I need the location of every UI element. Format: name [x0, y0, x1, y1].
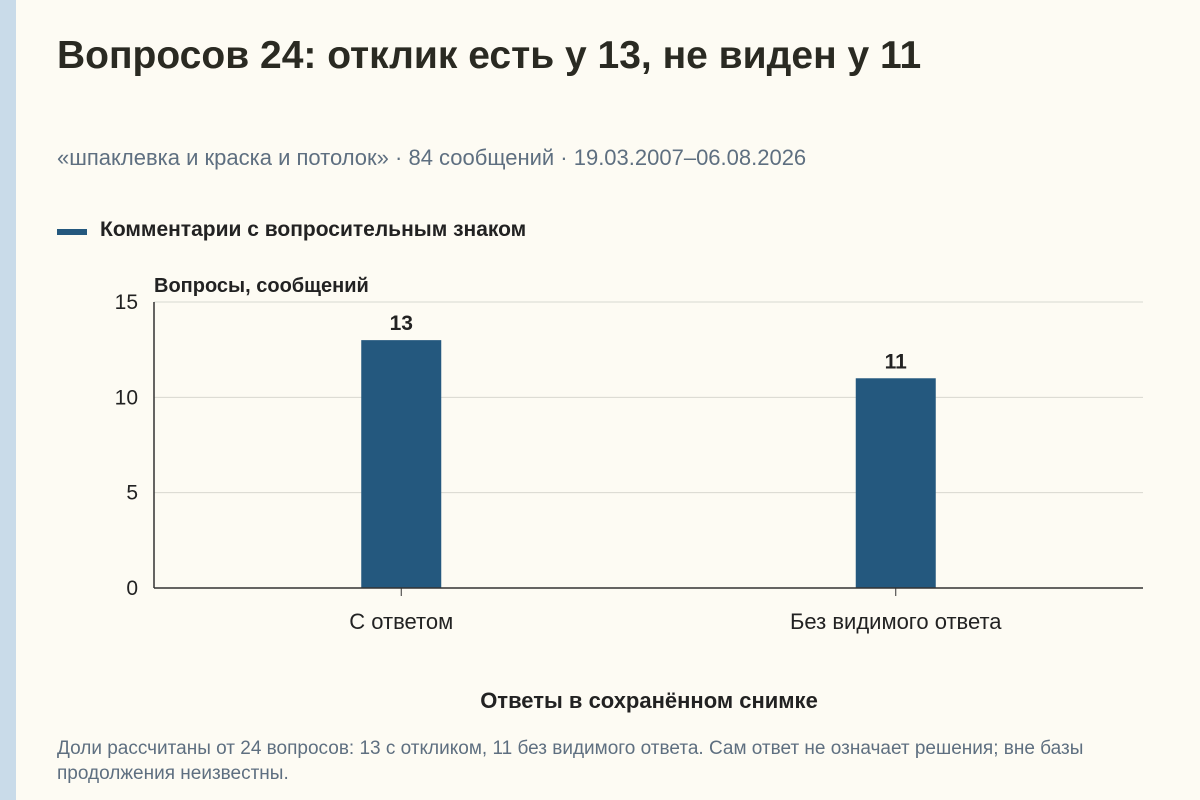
x-tick-label: Без видимого ответа [790, 609, 1002, 634]
grid-layer [154, 301, 1143, 494]
chart-title: Вопросов 24: отклик есть у 13, не виден … [57, 34, 922, 77]
y-tick-label: 10 [115, 386, 138, 409]
bar [361, 340, 442, 588]
data-label: 13 [390, 312, 413, 335]
data-label: 11 [885, 350, 908, 373]
x-axis-title: Ответы в сохранённом снимке [480, 688, 818, 713]
axis-layer: 0 5 10 15 С ответом Без видимого ответа [115, 291, 1143, 634]
x-tick-label: С ответом [349, 609, 453, 634]
legend-label: Комментарии с вопросительным знаком [100, 218, 527, 241]
y-tick-label: 0 [126, 577, 138, 600]
chart-subtitle: «шпаклевка и краска и потолок» · 84 сооб… [57, 145, 807, 170]
y-tick-label: 5 [126, 482, 138, 505]
y-axis-title: Вопросы, сообщений [154, 275, 369, 297]
y-tick-label: 15 [115, 291, 138, 314]
bars-layer: 13 11 [361, 312, 936, 588]
left-accent-strip [0, 0, 16, 800]
legend: Комментарии с вопросительным знаком [57, 218, 526, 242]
legend-swatch [57, 229, 87, 235]
bar [855, 378, 936, 588]
footnote: Доли рассчитаны от 24 вопросов: 13 с отк… [57, 738, 1084, 784]
